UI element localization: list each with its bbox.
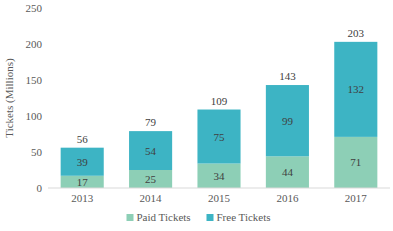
tick-mark xyxy=(45,116,48,117)
bar-segment xyxy=(197,164,240,188)
data-label: 99 xyxy=(282,115,294,127)
y-tick-label: 50 xyxy=(31,146,43,158)
y-tick-label: 150 xyxy=(26,74,43,86)
data-label: 34 xyxy=(214,170,226,182)
bar-segment xyxy=(334,42,377,137)
total-label: 203 xyxy=(348,27,365,39)
x-tick-label: 2014 xyxy=(140,192,163,204)
legend-label: Paid Tickets xyxy=(137,211,191,223)
x-axis-line xyxy=(48,188,390,189)
tick-mark xyxy=(45,80,48,81)
y-tick-label: 0 xyxy=(37,182,43,194)
x-tick-label: 2016 xyxy=(276,192,299,204)
data-label: 25 xyxy=(145,173,157,185)
legend: Paid Tickets Free Tickets xyxy=(127,211,271,223)
tick-mark xyxy=(45,8,48,9)
legend-label: Free Tickets xyxy=(217,211,271,223)
bar-segment xyxy=(61,176,104,188)
total-label: 109 xyxy=(211,95,228,107)
legend-swatch xyxy=(127,214,134,221)
data-label: 71 xyxy=(350,156,361,168)
x-tick-label: 2015 xyxy=(208,192,231,204)
tick-mark xyxy=(45,152,48,153)
data-label: 132 xyxy=(348,83,365,95)
tick-mark xyxy=(45,44,48,45)
bar-segment xyxy=(266,85,309,156)
total-label: 143 xyxy=(279,70,296,82)
bar-segment xyxy=(197,110,240,164)
y-tick-label: 100 xyxy=(26,110,43,122)
bar-segment xyxy=(129,131,172,170)
x-tick-label: 2013 xyxy=(71,192,94,204)
total-label: 79 xyxy=(145,116,157,128)
y-tick-label: 200 xyxy=(26,38,43,50)
x-tick-label: 2017 xyxy=(345,192,368,204)
data-label: 44 xyxy=(282,166,294,178)
total-label: 56 xyxy=(77,133,89,145)
bar-segment xyxy=(61,148,104,176)
bar-segment xyxy=(334,137,377,188)
y-tick-label: 250 xyxy=(26,2,43,14)
data-label: 17 xyxy=(77,176,89,188)
bar-segment xyxy=(129,170,172,188)
chart-container: 0 50 100 150 200 250 Tickets (Millions) 17 25 34 4… xyxy=(0,0,393,231)
data-label: 39 xyxy=(77,156,89,168)
data-label: 75 xyxy=(214,131,226,143)
data-labels: 17 25 34 44 71 39 54 75 99 132 xyxy=(77,83,364,188)
data-label: 54 xyxy=(145,145,157,157)
legend-swatch xyxy=(207,214,214,221)
bar-segment xyxy=(266,156,309,188)
chart-svg: 0 50 100 150 200 250 Tickets (Millions) 17 25 34 4… xyxy=(0,0,393,231)
y-axis-title: Tickets (Millions) xyxy=(3,58,16,138)
tick-mark xyxy=(45,188,48,189)
bars xyxy=(61,42,378,188)
